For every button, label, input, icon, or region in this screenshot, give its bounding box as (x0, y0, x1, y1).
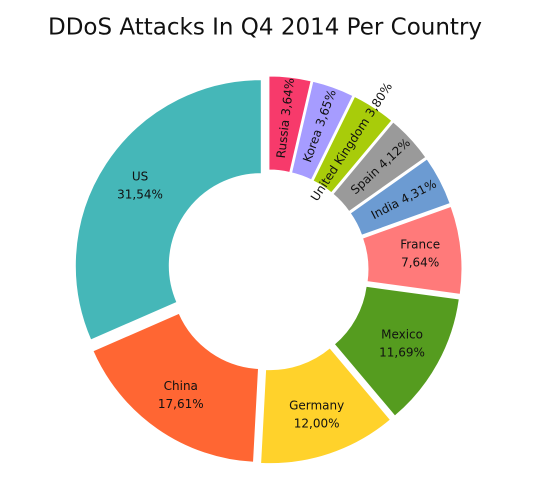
slice-label: Russia 3,64% (273, 77, 296, 159)
value-label: 11,69% (379, 345, 425, 359)
slice (349, 158, 451, 236)
category-label: France (400, 238, 440, 252)
value-label: 31,54% (117, 188, 163, 202)
value-label: 12,00% (294, 417, 340, 431)
category-label: Mexico (381, 327, 423, 341)
slice (268, 75, 312, 174)
category-label: Germany (289, 399, 344, 413)
category-label: US (132, 170, 148, 184)
slice (92, 312, 260, 463)
slice (333, 285, 460, 417)
slice (361, 205, 463, 295)
category-label: Russia (273, 119, 291, 159)
slice (74, 79, 262, 341)
slice (290, 80, 354, 181)
chart-title: DDoS Attacks In Q4 2014 Per Country (48, 15, 482, 41)
value-label: 17,61% (158, 397, 204, 411)
slice (312, 95, 393, 194)
slice (332, 121, 427, 213)
value-label: 3,64% (278, 77, 296, 116)
slice (260, 347, 392, 465)
value-label: 7,64% (401, 256, 439, 270)
category-label: China (164, 379, 198, 393)
